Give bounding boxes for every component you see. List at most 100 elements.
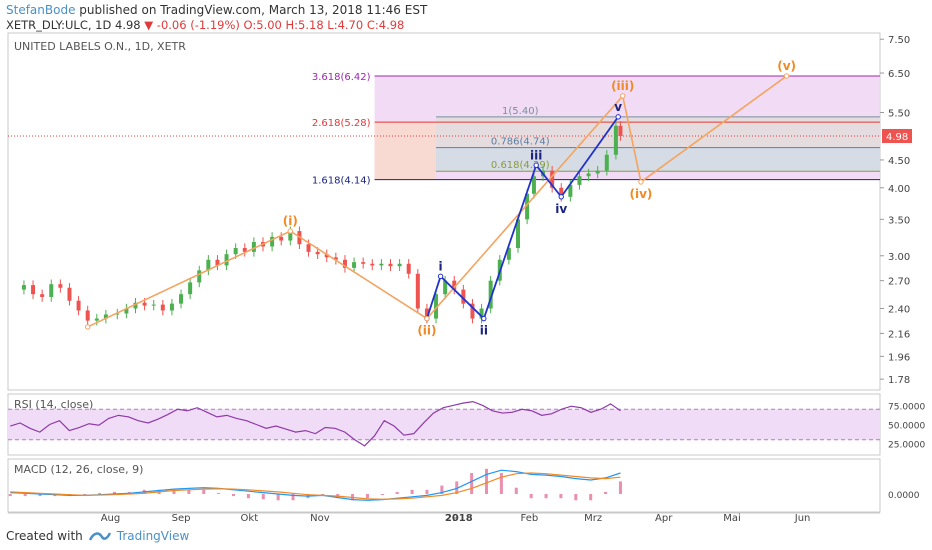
candle (115, 313, 120, 315)
symbol-line: XETR_DLY:ULC, 1D 4.98 ▼ -0.06 (-1.19%) O… (6, 18, 404, 32)
macd-histogram-bar (589, 494, 593, 501)
author-link[interactable]: StefanBode (6, 3, 76, 17)
primary-wave-label: (v) (777, 59, 796, 73)
publish-info: StefanBode published on TradingView.com,… (6, 3, 427, 17)
time-axis-label: Feb (521, 513, 539, 524)
candle (58, 284, 63, 288)
candle (279, 236, 284, 241)
candle (370, 263, 375, 266)
time-axis-label: 2018 (445, 513, 473, 524)
time-axis-label: Mai (723, 513, 741, 524)
change-text: -0.06 (-1.19%) (156, 18, 240, 32)
change-down-icon: ▼ (144, 18, 154, 32)
candle (559, 187, 564, 197)
candle (242, 248, 247, 252)
macd-histogram-bar (38, 494, 42, 497)
symbol-text: XETR_DLY:ULC, 1D 4.98 (6, 18, 141, 32)
candle (550, 170, 555, 188)
candle (452, 280, 457, 290)
wave-point (615, 114, 621, 120)
candle (434, 294, 439, 319)
rsi-band (8, 409, 880, 440)
macd-histogram-bar (276, 494, 280, 501)
wave-point (424, 315, 430, 322)
candle (618, 125, 623, 136)
time-axis-label: Apr (655, 513, 673, 524)
macd-line (10, 469, 621, 501)
rsi-label: RSI (14, close) (14, 398, 93, 411)
primary-wave-label: (ii) (417, 324, 436, 338)
macd-pane-frame (7, 458, 881, 513)
macd-histogram-bar (172, 489, 176, 494)
rsi-axis-label: 75.0000 (888, 402, 925, 412)
wave-point (481, 315, 487, 322)
candle (179, 294, 184, 304)
candle (470, 303, 475, 319)
chart-title: UNITED LABELS O.N., 1D, XETR (14, 40, 186, 53)
wave-point (620, 93, 626, 99)
candle (352, 262, 357, 268)
rsi-line (10, 401, 621, 447)
macd-histogram-bar (380, 494, 384, 496)
candle (424, 308, 429, 319)
candle (324, 254, 329, 258)
price-axis-label: 2.70 (888, 277, 910, 288)
primary-wave-label: (iv) (629, 187, 652, 201)
candle (233, 248, 238, 255)
wave-point (437, 273, 444, 280)
price-axis-label: 4.50 (888, 156, 910, 167)
candle (506, 248, 511, 260)
macd-histogram-bar (440, 485, 444, 494)
time-axis-label: Sep (172, 513, 191, 524)
macd-histogram-bar (98, 492, 102, 494)
candle (21, 285, 26, 290)
candle (288, 231, 293, 241)
candle (94, 318, 99, 321)
time-axis-label: Jun (794, 513, 811, 524)
macd-histogram-bar (559, 494, 563, 499)
macd-histogram-bar (23, 494, 27, 497)
minor-wave-label: ii (480, 324, 488, 338)
tradingview-brand[interactable]: TradingView (116, 529, 190, 543)
fib-level-label: 3.618(6.42) (312, 72, 371, 83)
tradingview-logo-icon (88, 532, 111, 541)
candle (197, 270, 202, 283)
candle (577, 176, 582, 185)
macd-histogram-bar (291, 494, 295, 501)
published-text: published on TradingView.com, March 13, … (79, 3, 428, 17)
fib-extension-zone-lower (374, 122, 437, 180)
fib-level-label: 1.618(4.14) (312, 176, 371, 187)
macd-histogram-bar (187, 489, 191, 494)
primary-wave-label: (iii) (611, 79, 634, 93)
candle (613, 125, 618, 155)
candle (525, 193, 530, 220)
macd-histogram-bar (246, 494, 250, 499)
macd-histogram-bar (604, 491, 608, 494)
macd-histogram-bar (365, 494, 369, 499)
primary-wave-path (87, 75, 788, 328)
candle (388, 263, 393, 267)
candle (40, 294, 45, 297)
fib-retracement-zone-inner (436, 147, 880, 172)
candle (443, 280, 448, 295)
footer: Created with TradingView (6, 529, 189, 543)
macd-axis-label: 0.0000 (888, 491, 920, 501)
candle (103, 314, 108, 319)
candle (67, 287, 72, 301)
candle (124, 308, 129, 314)
wave-point (533, 162, 539, 168)
candle (488, 280, 493, 309)
candle (215, 259, 220, 266)
wave-point (638, 179, 644, 185)
retracement-level-label: 0.618(4.29) (491, 160, 550, 171)
candle (315, 251, 320, 255)
price-axis-label: 1.96 (888, 352, 910, 363)
candle (133, 302, 138, 309)
time-axis-label: Nov (310, 513, 330, 524)
candle (586, 173, 591, 177)
macd-histogram-bar (485, 468, 489, 494)
wave-point (558, 194, 564, 200)
price-axis-label: 2.40 (888, 305, 910, 316)
macd-histogram-bar (202, 489, 206, 494)
